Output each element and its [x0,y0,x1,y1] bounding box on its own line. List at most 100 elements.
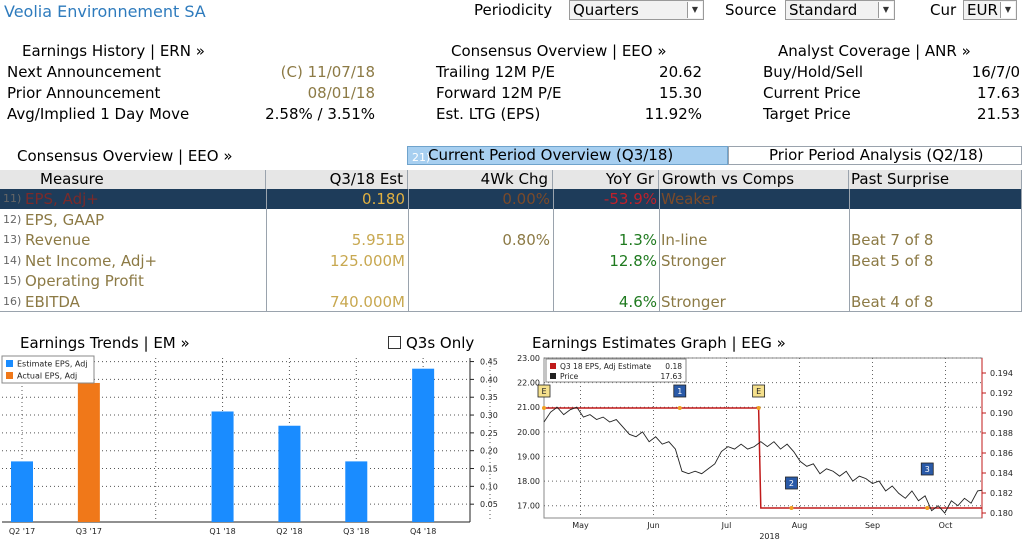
earnings-estimates-chart: 17.0018.0019.0020.0021.0022.0023.000.180… [517,354,1013,540]
cell-chg [408,251,550,271]
event-dot [789,506,794,510]
y-tick-label: 0.20 [480,447,498,456]
cell-comps: Weaker [661,190,717,208]
buy-hold-sell-label: Buy/Hold/Sell [763,63,864,81]
y-left-tick-label: 18.00 [517,477,540,486]
target-price-value: 21.53 [977,105,1020,123]
cell-est: 125.000M [330,251,405,270]
col-header-measure[interactable]: Measure [0,170,266,189]
cell-yoy: 4.6% [618,292,657,311]
x-tick-label: May [572,521,589,530]
col-header-yoy[interactable]: YoY Gr [553,170,659,189]
event-marker [537,384,551,398]
company-name[interactable]: Veolia Environnement SA [4,2,206,21]
cell-num: 13) [3,233,22,246]
table-row[interactable]: 16) EBITDA 740.000M 4.6% Stronger Beat 4 of 8 [0,292,1022,312]
cell-chg: 0.00% [502,190,550,208]
cell-num: 14) [3,253,22,267]
tab-prior-label: Prior Period Analysis (Q2/18) [769,146,984,164]
dropdown-arrow-icon[interactable]: ▼ [878,2,893,18]
trailing-pe-label: Trailing 12M P/E [436,63,555,81]
forward-pe-label: Forward 12M P/E [436,84,562,102]
legend-value: 17.63 [661,372,683,381]
earnings-trends-title[interactable]: Earnings Trends | EM » [20,334,190,352]
source-select[interactable]: Standard ▼ [785,0,895,20]
col-divider [266,189,267,311]
y-tick-label: 0.25 [480,429,498,438]
cell-measure[interactable]: Revenue [25,231,91,249]
table-row[interactable]: 13) Revenue 5.951B 0.80% 1.3% In-line Beat 7 o… [0,230,1022,250]
tab-current-period[interactable]: 21) Current Period Overview (Q3/18) [407,146,728,165]
col-header-4wk-chg[interactable]: 4Wk Chg [408,170,553,189]
table-row[interactable]: 14) Net Income, Adj+ 125.000M 12.8% Stronger… [0,251,1022,271]
cell-yoy [553,271,657,291]
x-tick-label: Q2 '17 [9,527,35,536]
legend-swatch [550,373,556,379]
event-marker-label: E [541,387,546,396]
periodicity-label: Periodicity [474,1,553,19]
y-tick-label: 0.40 [480,375,498,384]
legend-swatch [6,360,13,367]
consensus-table-title[interactable]: Consensus Overview | EEO » [17,147,233,165]
y-tick-label: 0.30 [480,411,498,420]
table-row[interactable]: 11) EPS, Adj+ 0.180 0.00% -53.9% Weaker [0,189,1022,209]
cell-surprise: Beat 4 of 8 [851,292,934,311]
col-divider [408,189,409,311]
price-line [543,406,983,514]
legend-swatch [550,363,556,369]
dropdown-arrow-icon[interactable]: ▼ [1000,2,1015,18]
currency-value: EUR [967,1,998,19]
y-left-tick-label: 20.00 [517,428,540,437]
prior-announcement-value: 08/01/18 [307,84,375,102]
current-price-label: Current Price [763,84,861,102]
q3s-only-label: Q3s Only [406,334,475,352]
y-tick-label: 0.10 [480,482,498,491]
consensus-overview-title[interactable]: Consensus Overview | EEO » [451,42,667,60]
earnings-history-title[interactable]: Earnings History | ERN » [22,42,205,60]
tab-prior-period[interactable]: Prior Period Analysis (Q2/18) [728,146,1022,165]
tab-current-num: 21) [412,151,431,164]
cell-measure[interactable]: Operating Profit [25,272,144,290]
cell-est: 0.180 [362,190,405,208]
prior-announcement-label: Prior Announcement [7,84,161,102]
y-left-tick-label: 19.00 [517,452,540,461]
currency-select[interactable]: EUR ▼ [963,0,1017,20]
y-right-tick-label: 0.194 [990,369,1013,378]
col-header-est[interactable]: Q3/18 Est [266,170,408,189]
col-header-surprise[interactable]: Past Surprise [849,170,1022,189]
cell-measure[interactable]: Net Income, Adj+ [25,251,158,270]
q3s-only-checkbox[interactable] [388,336,401,349]
cell-est [266,210,405,230]
event-marker-label: 2 [789,479,794,488]
x-tick-label: Jul [721,521,732,530]
x-tick-label: Q2 '18 [276,527,302,536]
legend-label: Actual EPS, Adj [17,372,77,381]
cell-yoy: 12.8% [609,251,657,270]
periodicity-value: Quarters [573,1,639,19]
current-price-value: 17.63 [977,84,1020,102]
cell-measure[interactable]: EPS, GAAP [25,210,105,229]
cell-measure[interactable]: EBITDA [25,292,80,311]
cell-num: 15) [3,274,22,287]
y-tick-label: 0.05 [480,500,498,509]
legend-box [1,355,95,384]
periodicity-select[interactable]: Quarters ▼ [569,0,704,20]
buy-hold-sell-value: 16/7/0 [971,63,1020,81]
y-right-tick-label: 0.190 [990,409,1013,418]
cell-measure[interactable]: EPS, Adj+ [25,190,99,208]
tab-current-label: Current Period Overview (Q3/18) [428,146,674,164]
col-header-comps[interactable]: Growth vs Comps [659,170,849,189]
event-marker [920,462,934,476]
table-row[interactable]: 15) Operating Profit [0,271,1022,291]
target-price-label: Target Price [763,105,851,123]
event-marker-label: E [756,387,761,396]
next-announcement-value: (C) 11/07/18 [280,63,375,81]
dropdown-arrow-icon[interactable]: ▼ [687,2,702,18]
cell-surprise [851,210,1021,230]
cell-est: 740.000M [330,292,405,311]
y-tick-label: 0.35 [480,393,498,402]
source-label: Source [725,1,777,19]
analyst-coverage-title[interactable]: Analyst Coverage | ANR » [778,42,971,60]
estimates-graph-title[interactable]: Earnings Estimates Graph | EEG » [532,334,786,352]
table-row[interactable]: 12) EPS, GAAP [0,210,1022,230]
